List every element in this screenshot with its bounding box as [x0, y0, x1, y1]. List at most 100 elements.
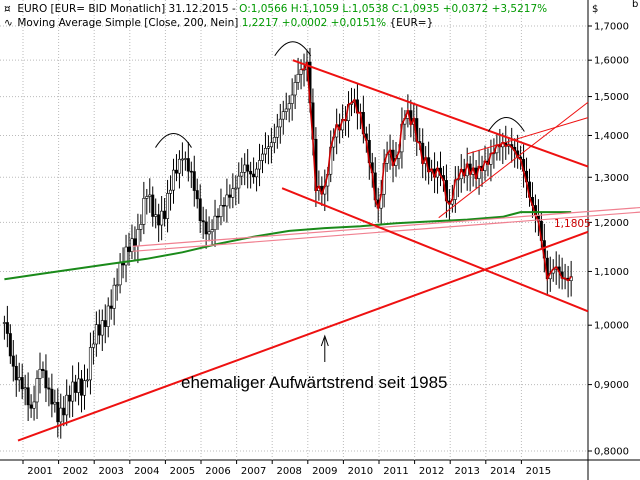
- candle-body: [148, 194, 152, 197]
- candle-body: [112, 284, 116, 309]
- candle-body: [177, 158, 181, 174]
- y-tick-label: 0,8000: [594, 447, 629, 458]
- candle-body: [59, 407, 63, 423]
- support-band-lower: [132, 206, 640, 247]
- y-tick-label: 1,0000: [594, 321, 629, 332]
- legend-ma-label: Moving Average Simple [Close, 200, Nein]: [17, 17, 242, 29]
- candle-body: [266, 146, 270, 149]
- candle-body: [85, 379, 89, 382]
- candle-body: [263, 148, 267, 155]
- last-value-label: 1,1805: [554, 218, 591, 230]
- candle-body: [124, 246, 128, 266]
- candle-body: [53, 401, 57, 405]
- candle-body: [23, 387, 27, 390]
- candle-body: [160, 210, 164, 226]
- y-tick-label: 1,6000: [594, 56, 629, 67]
- annotation-arrow-head: [320, 334, 329, 347]
- candle-body: [163, 210, 167, 219]
- instrument-glyph: ¤: [4, 3, 11, 15]
- x-tick-label: 2014: [490, 466, 515, 477]
- x-tick-label: 2004: [134, 466, 159, 477]
- corner-mark: b: [632, 0, 638, 10]
- candle-body: [258, 160, 262, 170]
- candle-body: [231, 188, 235, 198]
- candles: [2, 47, 573, 439]
- x-tick-label: 2009: [312, 466, 337, 477]
- x-tick-label: 2010: [348, 466, 373, 477]
- candle-body: [71, 381, 75, 402]
- legend-ma-values: 1,2217 +0,0002 +0,0151%: [241, 17, 387, 29]
- candle-body: [287, 103, 291, 110]
- legend-ma-suffix: {EUR=}: [386, 17, 434, 29]
- x-tick-label: 2007: [241, 466, 266, 477]
- candle-body: [32, 401, 36, 409]
- candle-body: [186, 158, 190, 172]
- candle-body: [222, 204, 226, 207]
- candle-body: [198, 198, 202, 221]
- support-band-upper: [132, 211, 640, 252]
- candle-body: [11, 355, 15, 367]
- candle-body: [234, 187, 238, 190]
- channel-line-lower: [438, 101, 589, 219]
- moving-average-line: [4, 211, 572, 281]
- candle-body: [94, 324, 98, 345]
- candle-body: [106, 305, 110, 327]
- candle-body: [269, 142, 273, 148]
- x-tick-label: 2008: [276, 466, 301, 477]
- candle-body: [41, 368, 45, 371]
- x-tick-label: 2005: [170, 466, 195, 477]
- candle-body: [255, 168, 259, 178]
- candle-body: [139, 224, 143, 230]
- legend-moving-average: ∿ Moving Average Simple [Close, 200, Nei…: [4, 17, 433, 30]
- candle-body: [80, 378, 84, 396]
- peak-arc: [487, 117, 525, 132]
- y-tick-label: 1,1000: [594, 267, 629, 278]
- candle-body: [44, 370, 48, 389]
- candle-body: [8, 333, 12, 357]
- candle-body: [189, 170, 193, 173]
- candle-body: [201, 220, 205, 223]
- candle-body: [260, 153, 264, 161]
- downtrend-line-lower: [281, 187, 589, 313]
- x-tick-label: 2013: [454, 466, 479, 477]
- candle-body: [290, 94, 294, 104]
- candle-body: [14, 365, 18, 381]
- candle-body: [216, 215, 220, 218]
- candle-body: [166, 193, 170, 219]
- candle-body: [237, 175, 241, 189]
- candle-body: [157, 214, 161, 226]
- candle-body: [246, 164, 250, 172]
- candle-body: [192, 171, 196, 191]
- candle-body: [77, 378, 81, 393]
- candle-body: [103, 320, 107, 327]
- candle-body: [5, 322, 9, 334]
- candle-body: [109, 305, 113, 309]
- candle-body: [47, 387, 51, 390]
- close-line: [301, 61, 572, 282]
- legend-instrument-label: EURO [EUR= BID Monatlich] 31.12.2015 -: [17, 3, 240, 15]
- candle-body: [127, 246, 131, 252]
- candle-body: [74, 381, 78, 393]
- x-tick-label: 2011: [383, 466, 408, 477]
- candle-body: [293, 82, 297, 96]
- candle-body: [97, 324, 101, 336]
- candle-body: [172, 169, 176, 191]
- candle-body: [284, 108, 288, 112]
- candle-body: [154, 214, 158, 217]
- candle-body: [133, 238, 137, 247]
- candle-body: [249, 170, 253, 175]
- y-tick-label: 0,9000: [594, 380, 629, 391]
- candle-body: [26, 387, 30, 406]
- candle-body: [243, 164, 247, 173]
- candle-body: [83, 380, 87, 396]
- candle-body: [50, 388, 54, 405]
- x-tick-label: 2003: [98, 466, 123, 477]
- candle-body: [100, 320, 104, 336]
- candle-body: [183, 158, 187, 160]
- y-tick-label: 1,5000: [594, 92, 629, 103]
- y-tick-label: 1,4000: [594, 131, 629, 142]
- candle-body: [210, 229, 214, 233]
- candle-body: [228, 194, 232, 198]
- currency-symbol: $: [592, 4, 598, 15]
- candle-body: [275, 126, 279, 138]
